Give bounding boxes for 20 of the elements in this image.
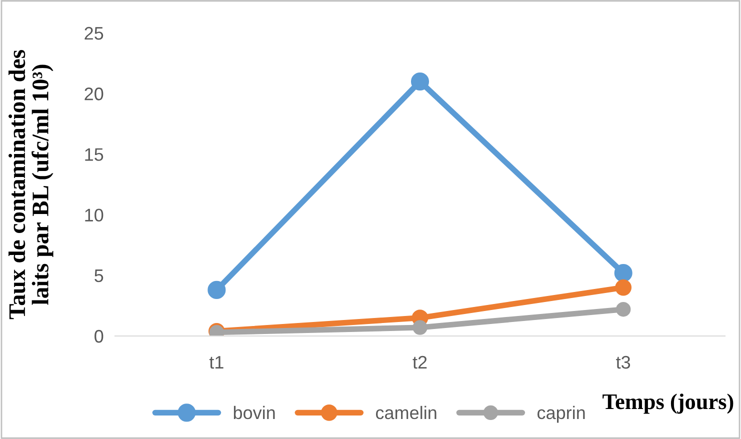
point <box>615 279 632 296</box>
y-tick-label: 25 <box>84 26 104 40</box>
point <box>616 302 631 317</box>
point <box>410 72 430 91</box>
legend-label: bovin <box>234 406 275 420</box>
point <box>614 264 632 282</box>
legend-label: camelin <box>376 406 436 420</box>
y-tick-label: 10 <box>85 208 104 222</box>
y-tick-label: 0 <box>94 330 104 343</box>
x-tick-label: t1 <box>209 356 224 369</box>
y-tick-label: 5 <box>94 270 104 282</box>
y-tick-label: 15 <box>85 148 104 161</box>
y-axis-title: Taux de contamination des laits par BL (ufc/ml 10³) <box>8 50 54 320</box>
x-tick-label: t3 <box>616 356 630 369</box>
point <box>412 320 428 335</box>
legend-label: caprin <box>537 406 585 423</box>
x-axis-title: Temps (jours) <box>602 394 734 414</box>
point <box>208 280 226 299</box>
y-tick-label: 20 <box>84 88 104 100</box>
x-tick-label: t2 <box>412 356 427 369</box>
